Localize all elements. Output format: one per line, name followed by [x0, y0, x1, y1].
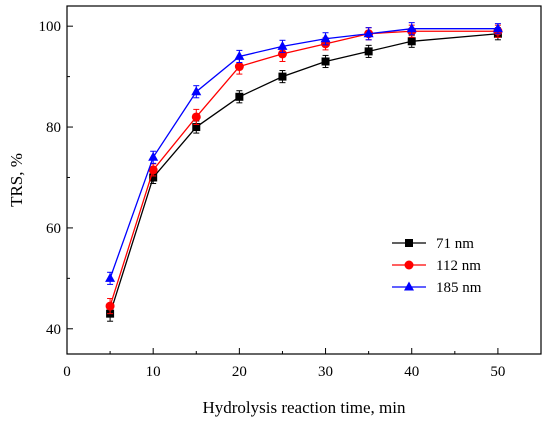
- legend-item: 112 nm: [392, 258, 481, 274]
- legend: 71 nm 112 nm 185 nm: [392, 236, 482, 296]
- data-point: [277, 40, 288, 50]
- x-tick-label: 40: [404, 364, 419, 380]
- x-tick-label: 50: [490, 364, 505, 380]
- data-point: [320, 33, 331, 43]
- y-axis-label: TRS, %: [7, 153, 26, 207]
- data-point: [321, 57, 330, 66]
- series-71-nm: [106, 27, 502, 322]
- y-tick-label: 40: [46, 322, 61, 338]
- series-185-nm: [105, 22, 503, 285]
- data-point: [234, 50, 245, 60]
- y-tick-label: 60: [46, 221, 61, 237]
- y-tick-label: 100: [39, 19, 62, 35]
- x-tick-label: 10: [146, 364, 161, 380]
- legend-marker: [405, 239, 413, 247]
- y-axis: 40 60 80 100: [39, 19, 73, 338]
- legend-label: 71 nm: [436, 236, 474, 252]
- data-point: [364, 47, 373, 56]
- x-tick-label: 30: [318, 364, 333, 380]
- y-tick-label: 80: [46, 120, 61, 136]
- data-point: [191, 86, 202, 96]
- x-tick-label: 20: [232, 364, 247, 380]
- data-point: [105, 272, 116, 282]
- data-point: [191, 112, 201, 122]
- legend-marker: [404, 260, 414, 270]
- legend-marker: [404, 281, 414, 291]
- data-point: [278, 72, 287, 81]
- data-point: [148, 165, 158, 175]
- legend-label: 112 nm: [436, 258, 481, 274]
- data-point: [148, 151, 159, 161]
- data-point: [105, 301, 115, 311]
- plot-area: [66, 5, 542, 355]
- x-axis-label: Hydrolysis reaction time, min: [202, 398, 406, 417]
- data-point: [407, 37, 416, 46]
- data-point: [406, 23, 417, 33]
- data-point: [492, 23, 503, 33]
- x-axis: 0 10 20 30 40 50: [63, 348, 505, 380]
- legend-label: 185 nm: [436, 280, 482, 296]
- legend-item: 185 nm: [392, 280, 482, 296]
- data-point: [363, 28, 374, 38]
- data-point: [235, 92, 244, 101]
- data-point: [277, 49, 287, 59]
- series-layer: [105, 22, 503, 322]
- x-tick-label: 0: [63, 364, 71, 380]
- data-point: [234, 62, 244, 72]
- legend-item: 71 nm: [392, 236, 474, 252]
- data-point: [192, 123, 201, 132]
- data-point: [149, 173, 158, 182]
